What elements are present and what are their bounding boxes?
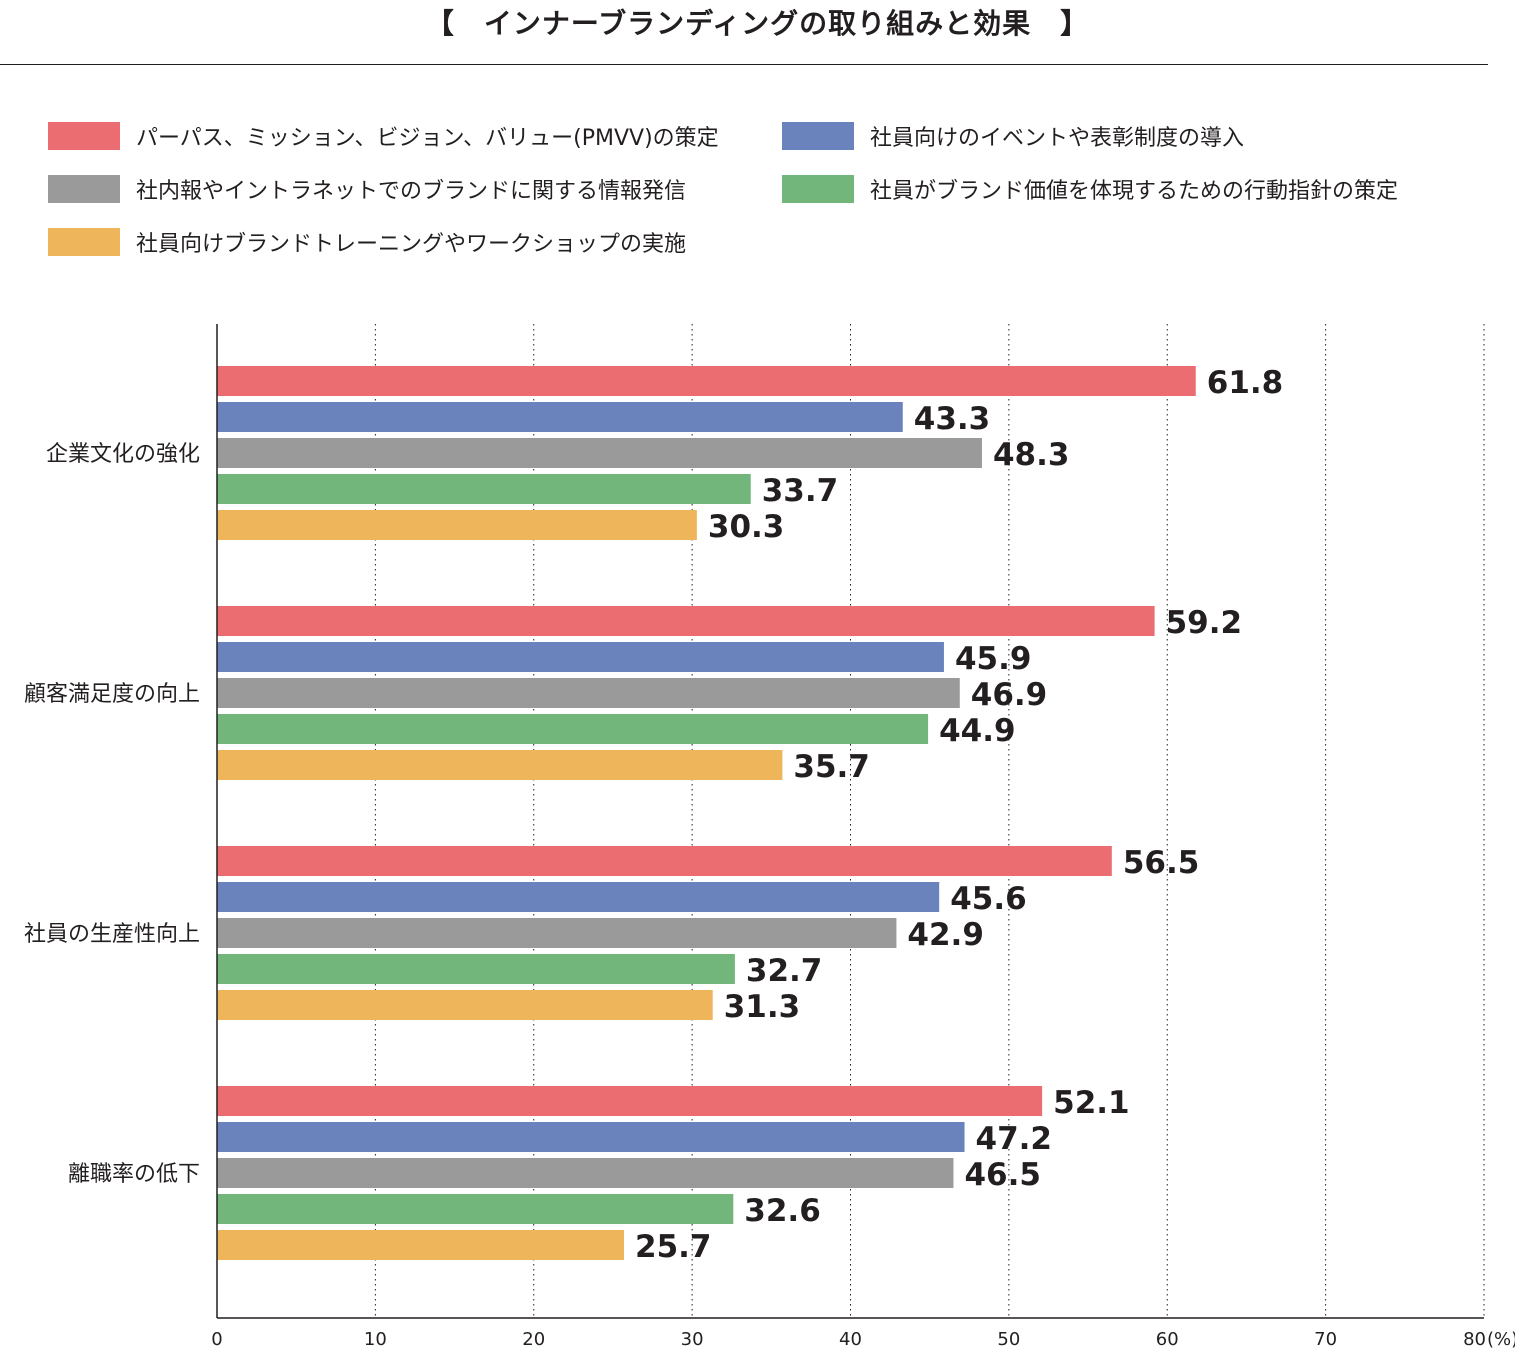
bar [217, 1158, 954, 1188]
legend-swatch [48, 175, 120, 203]
bar [217, 402, 903, 432]
bar [217, 678, 960, 708]
category-label: 社員の生産性向上 [24, 922, 200, 947]
title-divider [0, 64, 1488, 65]
value-label: 30.3 [708, 509, 785, 545]
x-tick-label: 10 [364, 1329, 387, 1350]
legend-item: 社員向けのイベントや表彰制度の導入 [782, 121, 1244, 151]
legend-label: 社員がブランド価値を体現するための行動指針の策定 [870, 179, 1399, 204]
bar [217, 510, 697, 540]
x-tick-label: 30 [681, 1329, 704, 1350]
chart-title: 【 インナーブランディングの取り組みと効果 】 [425, 7, 1090, 40]
legend-swatch [782, 122, 854, 150]
value-label: 56.5 [1123, 845, 1200, 881]
value-label: 32.7 [746, 953, 823, 989]
legend-label: 社員向けのイベントや表彰制度の導入 [870, 126, 1245, 151]
value-label: 35.7 [793, 749, 870, 785]
x-tick-label: 60 [1156, 1329, 1179, 1350]
bar [217, 750, 783, 780]
value-label: 45.6 [950, 881, 1026, 917]
x-tick-label: 70 [1314, 1329, 1337, 1350]
bar [217, 642, 944, 672]
x-tick-label: 0 [211, 1329, 222, 1350]
value-label: 46.9 [971, 677, 1048, 713]
bar [217, 918, 897, 948]
x-tick-label: 80 [1463, 1329, 1486, 1350]
value-label: 61.8 [1207, 365, 1284, 401]
legend-label: パーパス、ミッション、ビジョン、バリュー(PMVV)の策定 [136, 126, 719, 151]
legend-swatch [48, 122, 120, 150]
bar [217, 954, 735, 984]
legend-item: 社内報やイントラネットでのブランドに関する情報発信 [48, 174, 686, 204]
value-label: 47.2 [976, 1121, 1053, 1157]
legend-swatch [782, 175, 854, 203]
bar [217, 1194, 734, 1224]
value-label: 42.9 [907, 917, 984, 953]
bar [217, 1122, 965, 1152]
bar [217, 1086, 1043, 1116]
legend-item: 社員がブランド価値を体現するための行動指針の策定 [782, 174, 1398, 204]
bar [217, 606, 1155, 636]
value-label: 31.3 [724, 989, 801, 1025]
value-label: 52.1 [1053, 1085, 1130, 1121]
legend-swatch [48, 228, 120, 256]
legend-label: 社内報やイントラネットでのブランドに関する情報発信 [136, 179, 687, 204]
bar [217, 1230, 625, 1260]
bar [217, 846, 1112, 876]
value-label: 25.7 [635, 1229, 712, 1265]
bar [217, 438, 982, 468]
category-label: 顧客満足度の向上 [24, 682, 200, 707]
x-tick-label: 40 [839, 1329, 862, 1350]
value-label: 43.3 [914, 401, 991, 437]
bar [217, 714, 929, 744]
x-tick-label: 20 [522, 1329, 545, 1350]
value-label: 48.3 [993, 437, 1069, 473]
value-label: 33.7 [762, 473, 839, 509]
axis-unit-label: (%) [1487, 1329, 1515, 1350]
bar [217, 474, 751, 504]
category-label: 企業文化の強化 [46, 442, 200, 467]
bar [217, 366, 1196, 396]
legend-label: 社員向けブランドトレーニングやワークショップの実施 [136, 232, 687, 257]
x-tick-label: 50 [997, 1329, 1020, 1350]
category-label: 離職率の低下 [68, 1162, 200, 1187]
bar [217, 990, 713, 1020]
value-label: 46.5 [964, 1157, 1041, 1193]
value-label: 32.6 [744, 1193, 821, 1229]
value-label: 59.2 [1166, 605, 1243, 641]
value-label: 44.9 [939, 713, 1016, 749]
legend-item: パーパス、ミッション、ビジョン、バリュー(PMVV)の策定 [48, 121, 719, 151]
bar [217, 882, 940, 912]
legend-item: 社員向けブランドトレーニングやワークショップの実施 [48, 227, 686, 257]
value-label: 45.9 [955, 641, 1031, 677]
